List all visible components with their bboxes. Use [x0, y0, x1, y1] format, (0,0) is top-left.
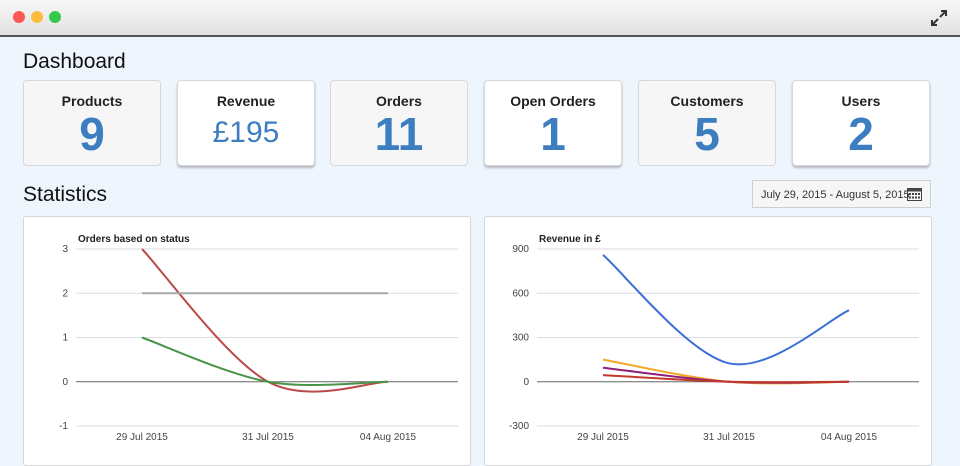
stat-card-revenue[interactable]: Revenue £195	[177, 80, 315, 166]
chart-title: Revenue in £	[539, 234, 601, 245]
zoom-window-button[interactable]	[49, 11, 61, 23]
x-tick-label: 31 Jul 2015	[703, 432, 755, 443]
stat-value: 1	[540, 108, 566, 160]
stat-card-users[interactable]: Users 2	[792, 80, 930, 166]
stat-card-open-orders[interactable]: Open Orders 1	[484, 80, 622, 166]
y-tick-label: 600	[512, 288, 529, 299]
x-tick-label: 04 Aug 2015	[821, 432, 878, 443]
stat-value: 2	[848, 108, 874, 160]
stat-value: 5	[694, 108, 720, 160]
stat-label: Revenue	[216, 93, 276, 109]
y-tick-label: 3	[62, 244, 68, 255]
chart-title: Orders based on status	[78, 234, 190, 245]
expand-icon[interactable]	[930, 9, 948, 27]
series-line-0	[141, 248, 389, 393]
stat-label: Users	[841, 93, 881, 109]
stat-value: 9	[79, 108, 105, 160]
y-tick-label: 1	[62, 333, 68, 344]
stat-label: Products	[61, 93, 123, 109]
statistics-heading: Statistics	[23, 183, 108, 206]
orders-status-chart: Orders based on status 3 2 1 0 -1 29 Jul 2015 3…	[59, 234, 458, 443]
page-title: Dashboard	[23, 50, 126, 73]
minimize-window-button[interactable]	[31, 11, 43, 23]
stat-label: Customers	[670, 93, 744, 109]
y-tick-label: 900	[512, 244, 529, 255]
date-range-picker[interactable]: July 29, 2015 - August 5, 2015	[752, 180, 931, 208]
series-line-2	[141, 336, 389, 387]
x-tick-label: 29 Jul 2015	[116, 432, 168, 443]
stat-card-orders[interactable]: Orders 11	[330, 80, 468, 166]
y-tick-label: 0	[523, 377, 529, 388]
revenue-chart: Revenue in £ 900 600 300 0 -300 29 Jul 2015 31 …	[509, 234, 919, 443]
close-window-button[interactable]	[13, 11, 25, 23]
date-range-text: July 29, 2015 - August 5, 2015	[761, 189, 910, 201]
orders-status-chart-panel: Orders based on status 3 2 1 0 -1 29 Jul 2015 3…	[23, 216, 471, 466]
x-tick-label: 31 Jul 2015	[242, 432, 294, 443]
y-tick-label: -1	[59, 421, 68, 432]
window-titlebar	[0, 0, 960, 37]
stat-value: 11	[374, 108, 424, 160]
calendar-icon	[907, 188, 922, 201]
stat-label: Orders	[376, 93, 422, 109]
stat-value: £195	[212, 116, 280, 149]
x-tick-label: 04 Aug 2015	[360, 432, 417, 443]
y-tick-label: 2	[62, 288, 68, 299]
series-line-3	[602, 374, 850, 384]
y-tick-label: -300	[509, 421, 529, 432]
y-tick-label: 0	[62, 377, 68, 388]
stat-label: Open Orders	[510, 93, 596, 109]
series-line-0	[602, 254, 850, 366]
stat-card-customers[interactable]: Customers 5	[638, 80, 776, 166]
x-tick-label: 29 Jul 2015	[577, 432, 629, 443]
y-tick-label: 300	[512, 333, 529, 344]
revenue-chart-panel: Revenue in £ 900 600 300 0 -300 29 Jul 2015 31 …	[484, 216, 932, 466]
stat-card-products[interactable]: Products 9	[23, 80, 161, 166]
